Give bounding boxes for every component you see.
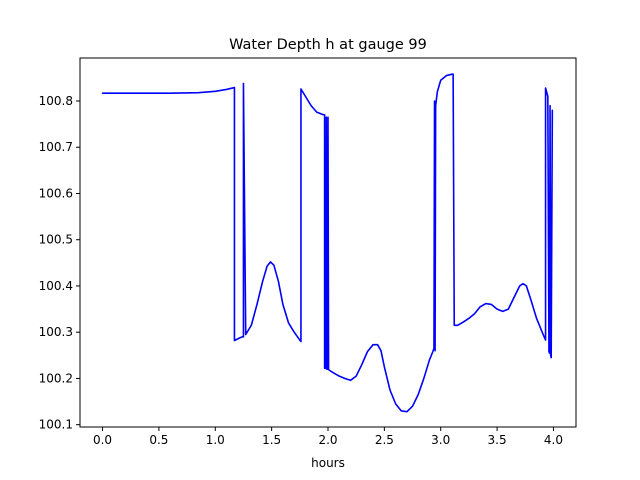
y-tick-label: 100.6 <box>39 186 73 200</box>
y-tick-label: 100.7 <box>39 140 73 154</box>
plot-layer <box>101 73 554 413</box>
x-tick-label: 1.0 <box>206 433 225 447</box>
x-tick-label: 3.0 <box>431 433 450 447</box>
x-axis-label: hours <box>311 456 345 470</box>
x-tick-label: 0.0 <box>93 433 112 447</box>
y-tick-label: 100.4 <box>39 279 73 293</box>
x-tick-label: 3.5 <box>488 433 507 447</box>
y-tick-label: 100.2 <box>39 371 73 385</box>
x-tick-label: 2.0 <box>318 433 337 447</box>
x-tick-label: 4.0 <box>544 433 563 447</box>
y-tick-label: 100.1 <box>39 418 73 432</box>
y-tick-label: 100.5 <box>39 233 73 247</box>
chart-title: Water Depth h at gauge 99 <box>229 37 427 53</box>
x-tick-label: 2.5 <box>375 433 394 447</box>
y-tick-label: 100.3 <box>39 325 73 339</box>
x-tick-label: 1.5 <box>262 433 281 447</box>
series-line-0 <box>101 73 554 413</box>
axes-layer: 0.0 0.5 1.0 1.5 2.0 2.5 3.0 3.5 4.0 100.1 100.2 100… <box>39 57 577 447</box>
y-tick-label: 100.8 <box>39 94 73 108</box>
x-tick-label: 0.5 <box>149 433 168 447</box>
